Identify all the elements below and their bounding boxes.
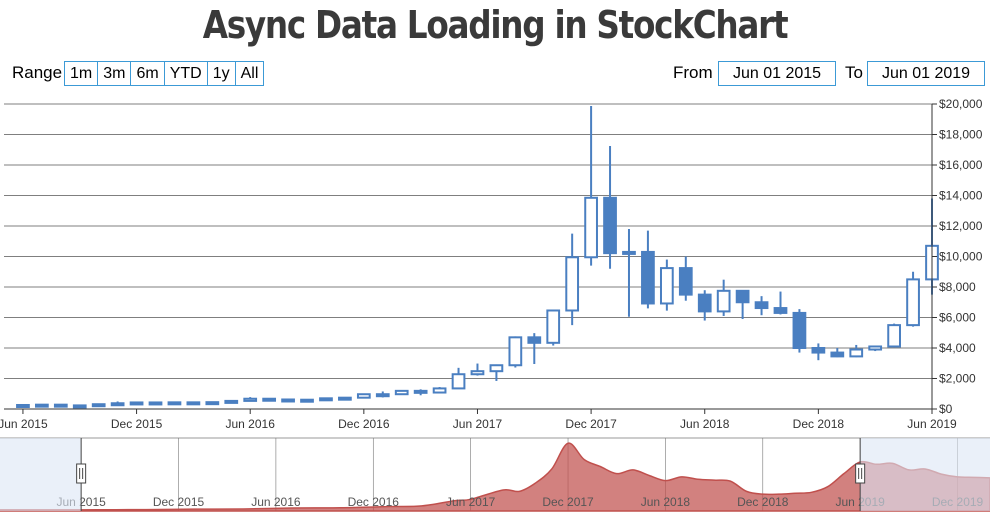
candle[interactable]: [773, 291, 788, 315]
from-date-input[interactable]: [718, 61, 836, 86]
navigator-slider-handle[interactable]: [855, 463, 866, 484]
candle[interactable]: [356, 393, 371, 399]
candle[interactable]: [527, 333, 542, 365]
x-tick-label: Jun 2018: [680, 417, 730, 431]
y-tick-label: $20,000: [939, 97, 983, 111]
candle[interactable]: [697, 290, 712, 321]
from-label: From: [673, 63, 713, 82]
y-tick-label: $18,000: [939, 128, 983, 142]
candle[interactable]: [129, 401, 144, 406]
candle[interactable]: [868, 345, 883, 352]
navigator-slider-handle[interactable]: [76, 463, 87, 484]
candle[interactable]: [603, 145, 617, 269]
candle[interactable]: [451, 367, 466, 390]
x-tick-label: Jun 2017: [453, 417, 503, 431]
candle[interactable]: [110, 401, 125, 407]
y-tick-label: $6,000: [939, 311, 976, 325]
candle[interactable]: [186, 401, 201, 406]
candle[interactable]: [72, 404, 87, 409]
range-button-3m[interactable]: 3m: [97, 61, 132, 86]
candlestick-series: [16, 105, 939, 409]
candle[interactable]: [16, 403, 30, 408]
candle[interactable]: [906, 271, 920, 327]
candle[interactable]: [35, 403, 49, 408]
navigator-label: Dec 2017: [542, 495, 594, 509]
navigator-label: Jun 2018: [641, 495, 691, 509]
candle[interactable]: [167, 401, 182, 406]
y-tick-label: $14,000: [939, 189, 983, 203]
x-tick-label: Dec 2017: [565, 417, 617, 431]
candle[interactable]: [659, 259, 674, 311]
navigator-unselected-right: [860, 438, 990, 511]
candle[interactable]: [300, 398, 314, 403]
y-tick-label: $0: [939, 402, 953, 416]
x-tick-label: Jun 2019: [907, 417, 957, 431]
navigator-label: Jun 2017: [446, 495, 496, 509]
candle[interactable]: [338, 396, 352, 401]
candle[interactable]: [470, 363, 485, 376]
navigator-label: Dec 2015: [153, 495, 205, 509]
y-tick-label: $12,000: [939, 219, 983, 233]
candle[interactable]: [887, 323, 901, 348]
x-tick-label: Jun 2015: [0, 417, 48, 431]
navigator-unselected-left: [0, 438, 82, 511]
candle[interactable]: [375, 391, 390, 398]
candle[interactable]: [508, 336, 523, 368]
candle[interactable]: [792, 309, 807, 353]
range-button-all[interactable]: All: [234, 61, 265, 86]
candle[interactable]: [148, 401, 163, 406]
candle[interactable]: [830, 348, 845, 358]
candle[interactable]: [205, 401, 220, 406]
x-tick-label: Dec 2015: [111, 417, 163, 431]
candle[interactable]: [262, 397, 277, 402]
y-tick-label: $2,000: [939, 372, 976, 386]
candle[interactable]: [432, 387, 447, 394]
navigator-label: Dec 2016: [348, 495, 400, 509]
candle[interactable]: [413, 389, 428, 396]
y-tick-label: $8,000: [939, 280, 976, 294]
to-date-input[interactable]: [867, 61, 985, 86]
y-tick-label: $4,000: [939, 341, 976, 355]
candle[interactable]: [53, 403, 68, 408]
candle[interactable]: [243, 397, 258, 402]
candle[interactable]: [91, 403, 106, 408]
candle[interactable]: [849, 344, 864, 358]
y-axis: $0 $2,000 $4,000 $6,000 $8,000 $10,000 $12,000…: [931, 97, 983, 416]
x-tick-label: Jun 2016: [226, 417, 276, 431]
candle[interactable]: [394, 389, 409, 396]
range-label: Range: [12, 63, 63, 82]
candle[interactable]: [735, 289, 750, 320]
y-tick-label: $16,000: [939, 158, 983, 172]
range-button-group: 1m 3m 6m YTD 1y All: [64, 61, 265, 86]
candle[interactable]: [622, 229, 636, 317]
candle[interactable]: [565, 233, 580, 326]
x-tick-label: Dec 2018: [793, 417, 845, 431]
navigator-label: Dec 2018: [737, 495, 789, 509]
grid-lines: [4, 103, 932, 410]
candle[interactable]: [584, 105, 598, 266]
candle[interactable]: [319, 397, 333, 402]
x-axis: Jun 2015 Dec 2015 Jun 2016 Dec 2016 Jun 2017…: [0, 408, 957, 431]
range-button-1m[interactable]: 1m: [64, 61, 99, 86]
candle[interactable]: [641, 230, 655, 309]
y-tick-label: $10,000: [939, 250, 983, 264]
chart-title: Async Data Loading in StockChart: [202, 3, 789, 47]
candle[interactable]: [716, 279, 731, 316]
x-tick-label: Dec 2016: [338, 417, 390, 431]
candle[interactable]: [224, 399, 239, 404]
candle[interactable]: [546, 309, 561, 346]
candle[interactable]: [281, 398, 295, 403]
candle[interactable]: [678, 256, 693, 301]
navigator-label: Jun 2016: [251, 495, 301, 509]
candle[interactable]: [754, 296, 769, 316]
candle[interactable]: [811, 343, 826, 361]
candle[interactable]: [489, 364, 504, 381]
range-button-1y[interactable]: 1y: [206, 61, 236, 86]
to-label: To: [845, 63, 863, 82]
